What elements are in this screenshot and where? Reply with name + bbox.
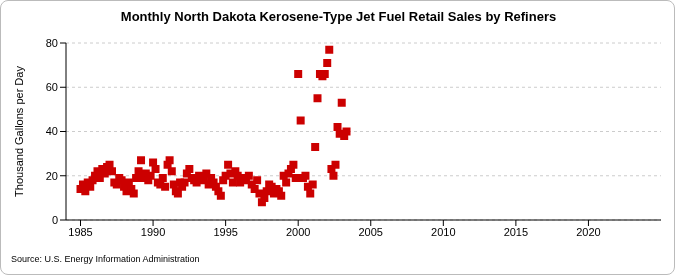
svg-text:1990: 1990 bbox=[141, 226, 165, 238]
svg-text:2000: 2000 bbox=[286, 226, 310, 238]
svg-text:2020: 2020 bbox=[576, 226, 600, 238]
svg-text:Thousand Gallons per Day: Thousand Gallons per Day bbox=[13, 66, 25, 197]
html-text:Monthly North Dakota Kerosene-: Monthly North Dakota Kerosene-Type Jet F… bbox=[120, 9, 557, 24]
svg-text:2015: 2015 bbox=[504, 226, 528, 238]
svg-text:1985: 1985 bbox=[68, 226, 92, 238]
svg-text:1995: 1995 bbox=[213, 226, 237, 238]
svg-text:0: 0 bbox=[52, 214, 58, 226]
svg-text:20: 20 bbox=[46, 170, 58, 182]
svg-text:40: 40 bbox=[46, 125, 58, 137]
svg-text:80: 80 bbox=[46, 37, 58, 49]
svg-text:60: 60 bbox=[46, 81, 58, 93]
html-text:Source: U.S. Energy Informatio: Source: U.S. Energy Information Administ… bbox=[11, 254, 200, 264]
svg-text:2010: 2010 bbox=[431, 226, 455, 238]
svg-text:2005: 2005 bbox=[359, 226, 383, 238]
